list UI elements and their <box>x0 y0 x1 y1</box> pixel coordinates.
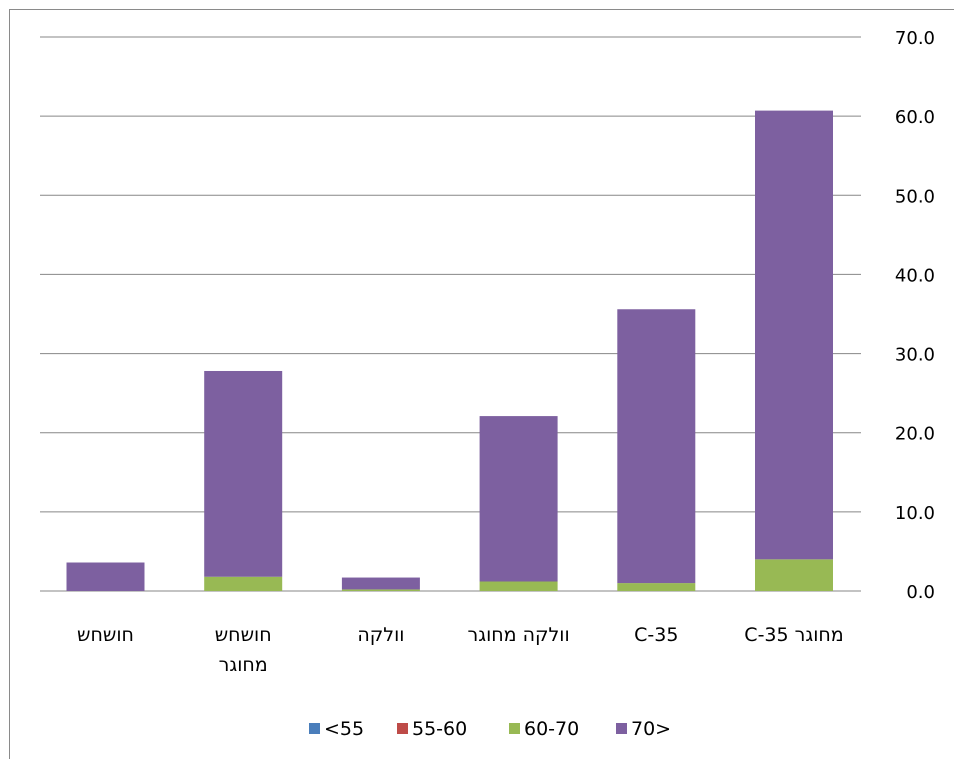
bar-segment <box>204 370 283 577</box>
legend-label: 60-70 <box>524 718 579 740</box>
legend-swatch <box>509 723 520 734</box>
y-tick-label: 60.0 <box>895 107 935 128</box>
bar-segment <box>755 110 833 560</box>
legend-swatch <box>397 723 408 734</box>
x-category-label: וולקה מחוגר <box>468 624 570 646</box>
bar-segment <box>341 577 420 590</box>
legend-swatch <box>616 723 627 734</box>
legend-label: <55 <box>324 718 364 740</box>
bar-segment <box>617 583 696 591</box>
x-category-label: חושחש <box>215 624 272 646</box>
y-tick-label: 70.0 <box>895 28 935 49</box>
bar-segment <box>66 562 145 591</box>
bar-segment <box>617 309 696 584</box>
y-tick-label: 20.0 <box>895 424 935 445</box>
legend-label: 70> <box>631 718 671 740</box>
y-tick-label: 10.0 <box>895 503 935 524</box>
bar-segment <box>204 576 283 591</box>
x-category-label: וולקה <box>357 624 404 646</box>
bar-segment <box>755 559 833 591</box>
bar-segment <box>341 589 420 591</box>
y-tick-label: 30.0 <box>895 345 935 366</box>
x-category-label: מחוגר C-35 <box>744 624 843 646</box>
bar-segment <box>479 416 558 582</box>
bar-segment <box>479 581 558 591</box>
x-category-label: חושחש <box>77 624 134 646</box>
y-tick-label: 50.0 <box>895 186 935 207</box>
y-tick-label: 40.0 <box>895 265 935 286</box>
x-category-label: C-35 <box>634 624 678 646</box>
x-category-label: מחוגר <box>219 654 268 676</box>
legend-label: 55-60 <box>412 718 467 740</box>
legend-swatch <box>309 723 320 734</box>
y-tick-label: 0.0 <box>906 582 935 603</box>
